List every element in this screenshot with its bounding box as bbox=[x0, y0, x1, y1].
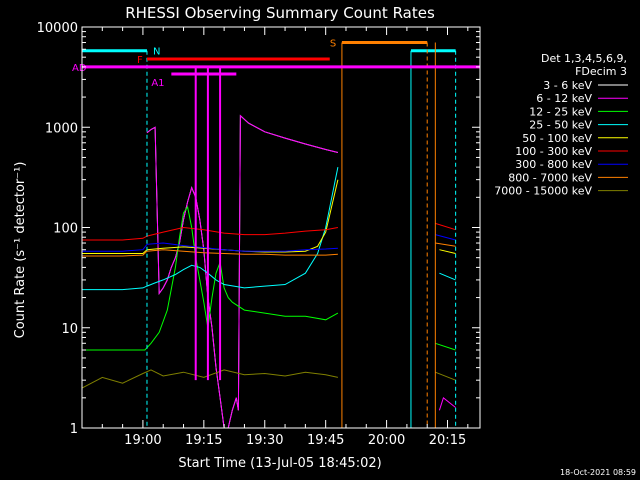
series-line-6 bbox=[435, 234, 456, 241]
y-tick-label-2: 100 bbox=[53, 222, 78, 237]
legend-label-1: 6 - 12 keV bbox=[536, 92, 592, 105]
annotation-label-f: F bbox=[137, 55, 143, 66]
annotation-label-ad: AD bbox=[72, 63, 87, 74]
legend-label-2: 12 - 25 keV bbox=[529, 105, 592, 118]
axes: 1 10 100 1000 10000 19:00 19:15 19:30 19:45 20:00… bbox=[37, 21, 481, 448]
legend-label-4: 50 - 100 keV bbox=[522, 132, 592, 145]
legend-label-0: 3 - 6 keV bbox=[543, 79, 592, 92]
legend-label-8: 7000 - 15000 keV bbox=[494, 185, 592, 198]
x-tick-label-2: 19:30 bbox=[246, 433, 283, 448]
annotation-label-a1: A1 bbox=[151, 78, 164, 89]
y-tick-label-3: 1000 bbox=[45, 121, 78, 136]
series-line-5 bbox=[435, 222, 456, 231]
x-axis-label: Start Time (13-Jul-05 18:45:02) bbox=[178, 456, 381, 471]
legend-label-6: 300 - 800 keV bbox=[515, 158, 592, 171]
legend-title-line-1: FDecim 3 bbox=[575, 65, 627, 78]
legend-title-line-0: Det 1,3,4,5,6,9, bbox=[541, 52, 627, 65]
series-line-6 bbox=[82, 242, 338, 252]
x-tick-label-0: 19:00 bbox=[124, 433, 161, 448]
series-line-7 bbox=[82, 249, 338, 257]
series-line-8 bbox=[81, 369, 339, 389]
series-line-7 bbox=[435, 242, 456, 247]
timestamp: 18-Oct-2021 08:59 bbox=[560, 468, 636, 477]
legend-label-7: 800 - 7000 keV bbox=[508, 171, 592, 184]
x-tick-label-3: 19:45 bbox=[307, 433, 344, 448]
y-tick-label-0: 1 bbox=[70, 422, 78, 437]
y-tick-label-4: 10000 bbox=[37, 21, 78, 36]
series-line-1 bbox=[438, 396, 456, 411]
chart-title: RHESSI Observing Summary Count Rates bbox=[125, 4, 435, 22]
series-line-2 bbox=[435, 342, 456, 351]
series-line-3 bbox=[82, 167, 339, 291]
series-line-5 bbox=[82, 226, 338, 241]
y-tick-label-1: 10 bbox=[61, 322, 78, 337]
y-axis-label: Count Rate (s⁻¹ detector⁻¹) bbox=[13, 162, 28, 339]
legend-label-5: 100 - 300 keV bbox=[515, 145, 592, 158]
annotation-label-s: S bbox=[330, 39, 336, 50]
x-tick-label-1: 19:15 bbox=[185, 433, 222, 448]
series-line-4 bbox=[439, 249, 456, 254]
annotation-label-n: N bbox=[153, 47, 160, 58]
legend-label-3: 25 - 50 keV bbox=[529, 119, 592, 132]
x-tick-label-5: 20:15 bbox=[429, 433, 466, 448]
x-tick-label-4: 20:00 bbox=[368, 433, 405, 448]
series-line-8 bbox=[435, 371, 456, 381]
plot-area: N S F AD A1 bbox=[72, 39, 480, 429]
series-line-3 bbox=[439, 272, 456, 281]
series-line-2 bbox=[82, 205, 339, 351]
